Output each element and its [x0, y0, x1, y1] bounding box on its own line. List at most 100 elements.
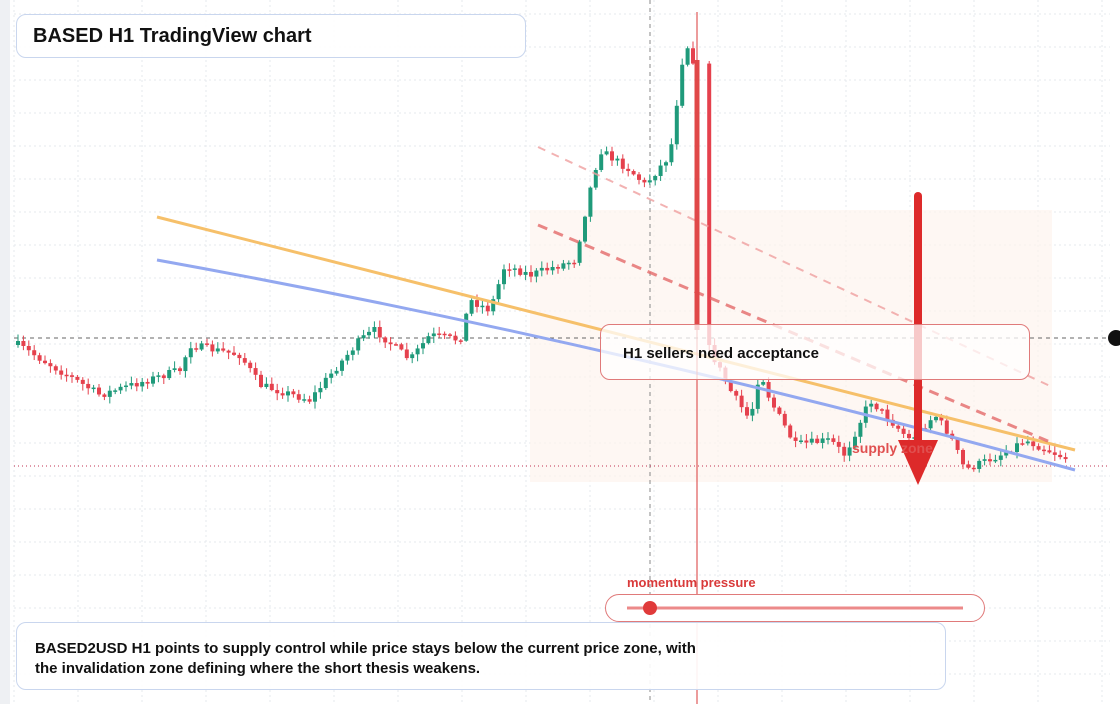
- zone-label: supply zone: [852, 440, 933, 456]
- candle-body: [826, 438, 830, 440]
- candle-body: [604, 151, 609, 155]
- candle-body: [647, 180, 652, 183]
- candle-body: [107, 390, 112, 397]
- candle-body: [318, 388, 323, 393]
- candle-body: [215, 348, 220, 352]
- arrow-head: [898, 440, 938, 485]
- candle-body: [291, 391, 296, 395]
- candle-body: [971, 467, 976, 470]
- candle-body: [750, 408, 755, 416]
- candle-body: [658, 165, 663, 177]
- candle-body: [680, 64, 685, 106]
- candle-body: [70, 375, 74, 377]
- candle-body: [345, 354, 350, 361]
- candle-body: [831, 438, 836, 442]
- candle-body: [772, 397, 776, 408]
- candle-body: [113, 390, 118, 392]
- candle-body: [367, 331, 371, 336]
- candle-body: [793, 437, 798, 441]
- candle-body: [637, 174, 641, 180]
- candle-body: [199, 343, 204, 350]
- candle-body: [944, 420, 949, 434]
- candle-body: [1042, 449, 1046, 452]
- candle-body: [561, 263, 566, 269]
- candle-body: [172, 368, 177, 370]
- candle-body: [761, 382, 766, 385]
- candle-body: [820, 438, 825, 443]
- gauge-graphic: [627, 601, 963, 615]
- candle-body: [377, 327, 382, 338]
- candle-body: [361, 335, 366, 339]
- candle-body: [280, 393, 285, 396]
- candle-body: [788, 425, 793, 438]
- candle-body: [194, 348, 199, 350]
- candle-body: [539, 267, 544, 271]
- candle-body: [901, 428, 906, 434]
- candle-body: [642, 179, 647, 183]
- candle-body: [21, 341, 26, 346]
- candle-body: [885, 409, 890, 420]
- candle-body: [880, 409, 884, 411]
- candle-body: [75, 376, 80, 380]
- candle-body: [269, 383, 274, 391]
- candle-body: [988, 459, 992, 462]
- candle-body: [691, 48, 695, 64]
- candle-body: [43, 360, 47, 364]
- footer-box: BASED2USD H1 points to supply control wh…: [16, 622, 946, 690]
- candle-body: [896, 425, 901, 429]
- candle-body: [664, 162, 668, 166]
- candle-body: [966, 464, 971, 468]
- candle-body: [221, 348, 226, 351]
- edge-icon: [1108, 330, 1120, 346]
- candle-body: [53, 366, 58, 371]
- candle-body: [237, 354, 242, 359]
- candle-body: [448, 334, 452, 336]
- candle-body: [118, 386, 123, 391]
- candle-body: [998, 455, 1003, 460]
- candle-body: [755, 384, 760, 409]
- candle-body: [1036, 446, 1041, 450]
- candle-body: [869, 403, 874, 407]
- candle-body: [572, 262, 577, 265]
- candle-body: [545, 267, 550, 271]
- candle-body: [91, 387, 96, 390]
- candle-body: [669, 144, 674, 163]
- candle-body: [80, 379, 85, 384]
- candle-body: [97, 387, 101, 395]
- candle-body: [734, 391, 739, 396]
- candle-body: [259, 374, 263, 388]
- candle-body: [253, 368, 258, 375]
- candle-body: [907, 433, 911, 439]
- candle-body: [529, 271, 533, 277]
- candle-body: [534, 270, 539, 277]
- candle-body: [145, 381, 150, 384]
- candle-body: [550, 267, 555, 271]
- candle-body: [151, 376, 155, 384]
- left-edge: [0, 0, 10, 704]
- candle-body: [205, 343, 209, 345]
- candle-body: [64, 374, 69, 377]
- candle-body: [388, 342, 393, 345]
- candle-body: [16, 341, 20, 345]
- candle-body: [1063, 457, 1068, 460]
- candle-body: [566, 262, 571, 265]
- candle-body: [491, 299, 496, 312]
- candle-body: [26, 345, 31, 351]
- title-box: BASED H1 TradingView chart: [16, 14, 526, 58]
- candle-body: [685, 48, 690, 65]
- candle-body: [340, 360, 344, 371]
- candle-body: [804, 440, 809, 443]
- candle-body: [815, 438, 820, 443]
- candle-body: [264, 383, 269, 388]
- candle-body: [939, 416, 944, 421]
- candle-body: [102, 394, 107, 397]
- candle-body: [512, 268, 517, 270]
- candle-body: [480, 305, 485, 308]
- candle-body: [745, 407, 749, 416]
- candle-body: [982, 459, 987, 461]
- candle-body: [728, 381, 733, 392]
- candle-body: [653, 176, 658, 181]
- candle-body: [874, 403, 879, 410]
- candle-body: [739, 395, 744, 408]
- candle-body: [286, 391, 290, 396]
